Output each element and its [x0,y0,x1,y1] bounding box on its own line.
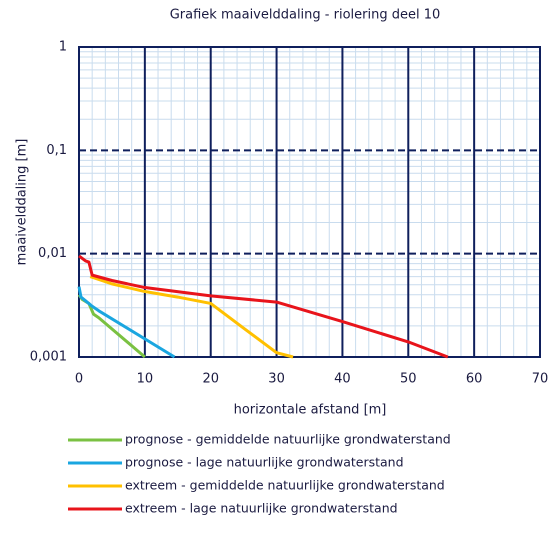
x-tick-label: 60 [466,372,483,387]
data-line [89,275,294,359]
x-tick-label: 50 [400,372,417,387]
data-line [78,254,449,359]
x-tick-label: 40 [334,372,351,387]
x-tick-label: 10 [137,372,154,387]
y-tick-label: 0,01 [38,246,67,261]
legend-label: prognose - gemiddelde natuurlijke grondw… [125,432,451,447]
y-tick-label: 1 [59,40,67,55]
legend-label: extreem - lage natuurlijke grondwatersta… [125,501,398,516]
y-tick-label: 0,001 [30,350,67,365]
chart-title: Grafiek maaivelddaling - riolering deel … [170,8,441,23]
plot-border [78,46,541,358]
x-tick-label: 30 [268,372,285,387]
x-tick-label: 20 [202,372,219,387]
legend-label: extreem - gemiddelde natuurlijke grondwa… [125,478,445,493]
y-axis-label: maaivelddaling [m] [15,139,30,266]
x-tick-label: 70 [532,372,549,387]
legend-label: prognose - lage natuurlijke grondwaterst… [125,455,404,470]
x-tick-label: 0 [75,372,83,387]
y-tick-label: 0,1 [46,143,67,158]
data-line [77,286,176,359]
x-axis-label: horizontale afstand [m] [234,403,387,418]
